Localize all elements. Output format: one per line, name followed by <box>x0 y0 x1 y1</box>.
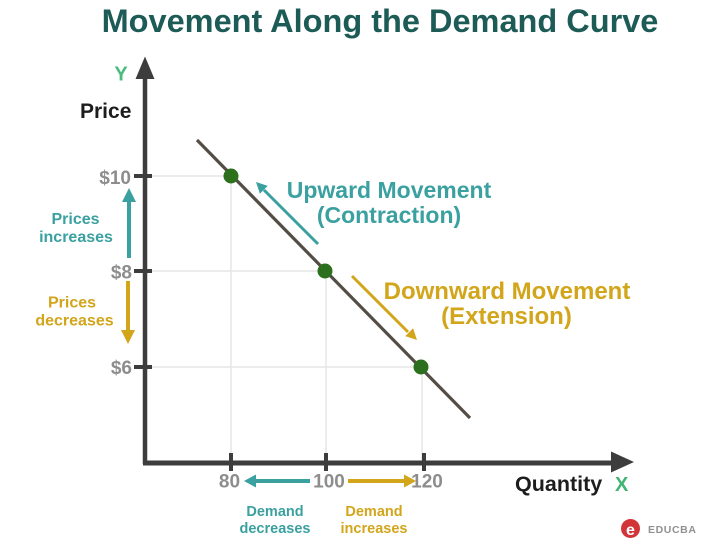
svg-text:Price: Price <box>80 100 131 123</box>
svg-text:Quantity: Quantity <box>515 472 602 496</box>
svg-text:X: X <box>615 474 629 496</box>
svg-text:80: 80 <box>219 472 240 493</box>
svg-text:$6: $6 <box>111 358 132 379</box>
svg-text:Movement Along the Demand Curv: Movement Along the Demand Curve <box>102 3 659 39</box>
svg-text:Prices: Prices <box>51 211 99 228</box>
svg-text:Prices: Prices <box>48 295 96 312</box>
svg-text:(Contraction): (Contraction) <box>317 202 461 228</box>
svg-text:e: e <box>626 522 635 539</box>
svg-text:Upward Movement: Upward Movement <box>287 177 492 203</box>
svg-text:(Extension): (Extension) <box>441 303 572 330</box>
svg-text:EDUCBA: EDUCBA <box>648 524 697 536</box>
svg-text:$10: $10 <box>99 168 131 189</box>
svg-text:increases: increases <box>341 521 408 537</box>
svg-text:Demand: Demand <box>246 504 303 520</box>
svg-text:100: 100 <box>313 472 345 493</box>
svg-text:decreases: decreases <box>240 521 311 537</box>
svg-text:increases: increases <box>39 229 113 246</box>
svg-text:$8: $8 <box>111 263 132 284</box>
svg-text:120: 120 <box>411 472 443 493</box>
svg-text:decreases: decreases <box>35 313 113 330</box>
svg-text:Downward Movement: Downward Movement <box>384 278 631 305</box>
svg-text:Y: Y <box>114 64 128 86</box>
svg-text:Demand: Demand <box>345 504 402 520</box>
